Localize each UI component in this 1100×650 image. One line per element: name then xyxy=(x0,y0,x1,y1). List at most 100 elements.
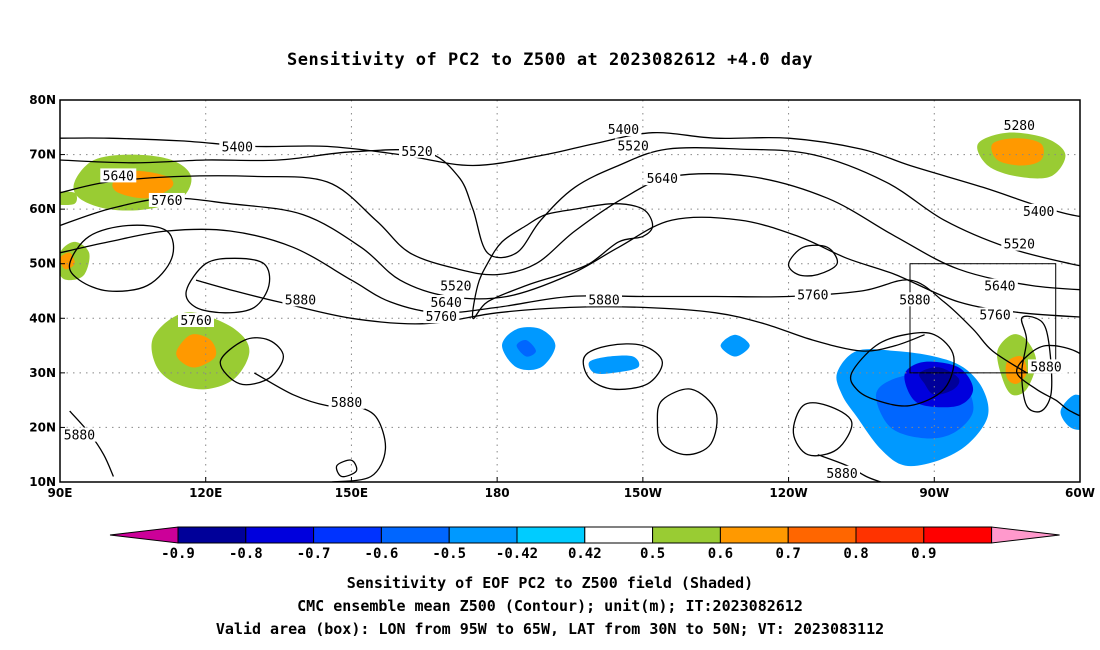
colorbar-segment xyxy=(380,526,450,544)
contour-value-label: 5880 xyxy=(899,293,930,308)
contour-value-label: 5520 xyxy=(401,145,432,160)
colorbar-level-label: -0.8 xyxy=(229,546,263,562)
contour-value-label: 5400 xyxy=(608,123,639,138)
sensitivity-patch xyxy=(516,339,536,357)
contour-value-label: 5640 xyxy=(647,172,678,187)
contour-label-background xyxy=(178,313,214,328)
latitude-tick-label: 80N xyxy=(29,93,56,107)
contour-label-background xyxy=(896,292,933,307)
colorbar-level-label: -0.42 xyxy=(496,546,538,562)
colorbar-segment xyxy=(584,526,654,544)
contour-label-background xyxy=(148,192,185,207)
contour-label-background xyxy=(977,307,1013,322)
caption-shading: Sensitivity of EOF PC2 to Z500 field (Sh… xyxy=(346,574,754,592)
colorbar-segment xyxy=(448,526,518,544)
z500-closed-contour xyxy=(219,337,285,386)
latitude-tick-label: 50N xyxy=(29,257,56,271)
z500-closed-contour xyxy=(792,402,853,457)
colorbar-level-label: -0.9 xyxy=(161,546,195,562)
longitude-tick-label: 90W xyxy=(919,486,949,500)
latitude-tick-label: 20N xyxy=(29,420,56,434)
contour-label-background xyxy=(437,278,474,293)
contour-label-background xyxy=(61,427,98,442)
contour-value-label: 5640 xyxy=(430,296,461,311)
contour-value-label: 5520 xyxy=(440,280,471,295)
z500-closed-contour xyxy=(787,244,839,277)
contour-value-label: 5760 xyxy=(180,314,211,329)
contour-label-background xyxy=(1020,203,1057,218)
contour-value-label: 5520 xyxy=(1004,238,1035,253)
z500-closed-contour xyxy=(471,203,654,320)
caption-contour: CMC ensemble mean Z500 (Contour); unit(m… xyxy=(297,597,803,615)
contour-value-label: 5400 xyxy=(222,140,253,155)
map-frame xyxy=(59,99,1081,483)
latitude-tick-label: 30N xyxy=(29,366,56,380)
figure-title: Sensitivity of PC2 to Z500 at 2023082612… xyxy=(286,50,813,70)
contour-value-label: 5280 xyxy=(1004,119,1035,134)
contour-label-background xyxy=(644,171,681,186)
contour-label-background xyxy=(328,394,365,409)
contour-label-background xyxy=(219,139,256,154)
colorbar-level-label: -0.7 xyxy=(297,546,331,562)
contour-label-background xyxy=(615,138,652,153)
z500-contour-line xyxy=(69,410,114,477)
sensitivity-patch xyxy=(991,138,1044,166)
colorbar-segment xyxy=(787,526,857,544)
colorbar-segment xyxy=(719,526,789,544)
contour-label-background xyxy=(100,168,137,183)
colorbar-segment xyxy=(313,526,382,544)
contour-label-background xyxy=(399,143,435,158)
latitude-tick-label: 40N xyxy=(29,311,56,325)
contour-value-label: 5880 xyxy=(588,293,619,308)
contour-label-layer: 5400 552056405760540055205640528054005520… xyxy=(61,118,1064,482)
colorbar-level-label: 0.6 xyxy=(708,546,733,562)
contour-value-label: 5520 xyxy=(617,139,648,154)
colorbar-level-label: -0.6 xyxy=(365,546,399,562)
contour-value-label: 5760 xyxy=(797,288,828,303)
axis-labels: 90E 120E 150E 180 150W 120W 90W 60W 10N 20N 30N 40N… xyxy=(29,93,1095,500)
colorbar-segment xyxy=(855,526,925,544)
contour-label-background xyxy=(282,292,319,307)
longitude-tick-label: 60W xyxy=(1065,486,1095,500)
z500-contour-line xyxy=(60,173,1080,291)
contour-label-background xyxy=(1001,118,1038,133)
contour-value-label: 5880 xyxy=(64,429,95,444)
contour-value-label: 5880 xyxy=(826,467,857,482)
z500-closed-contour xyxy=(582,343,663,391)
z500-contour-line xyxy=(253,372,387,482)
longitude-tick-label: 150W xyxy=(624,486,662,500)
colorbar-level-label: 0.5 xyxy=(640,546,665,562)
colorbar-segment xyxy=(245,526,315,544)
z500-closed-contour xyxy=(1020,315,1053,413)
colorbar-level-label: 0.7 xyxy=(776,546,801,562)
shaded-sensitivity-layer xyxy=(60,132,1080,467)
contour-label-background xyxy=(981,278,1018,293)
sensitivity-patch xyxy=(1060,394,1080,430)
contour-value-label: 5760 xyxy=(151,194,182,209)
colorbar-segment xyxy=(923,526,993,544)
longitude-tick-label: 150E xyxy=(335,486,368,500)
z500-contour-line xyxy=(60,197,1080,318)
contour-value-label: 5760 xyxy=(426,310,457,325)
colorbar-segment xyxy=(177,526,247,544)
contour-label-background xyxy=(1001,236,1038,251)
sensitivity-patch xyxy=(588,355,640,374)
contour-value-label: 5640 xyxy=(984,280,1015,295)
valid-area-box xyxy=(909,263,1057,374)
z500-contour-line xyxy=(60,228,1027,374)
colorbar-low-extend xyxy=(109,526,179,544)
dotted-gridlines xyxy=(60,100,1080,482)
z500-closed-contour xyxy=(656,388,718,456)
longitude-tick-label: 90E xyxy=(48,486,73,500)
colorbar-level-label: 0.9 xyxy=(911,546,936,562)
sensitivity-patch xyxy=(919,367,960,395)
caption-valid-area: Valid area (box): LON from 95W to 65W, L… xyxy=(215,620,885,638)
latitude-tick-label: 70N xyxy=(29,148,56,162)
latitude-tick-label: 60N xyxy=(29,202,56,216)
colorbar-level-label: -0.5 xyxy=(432,546,466,562)
colorbar-level-label: 0.42 xyxy=(568,546,602,562)
contour-value-label: 5880 xyxy=(285,293,316,308)
z500-closed-contour xyxy=(1015,344,1080,417)
contour-label-background xyxy=(586,292,622,307)
